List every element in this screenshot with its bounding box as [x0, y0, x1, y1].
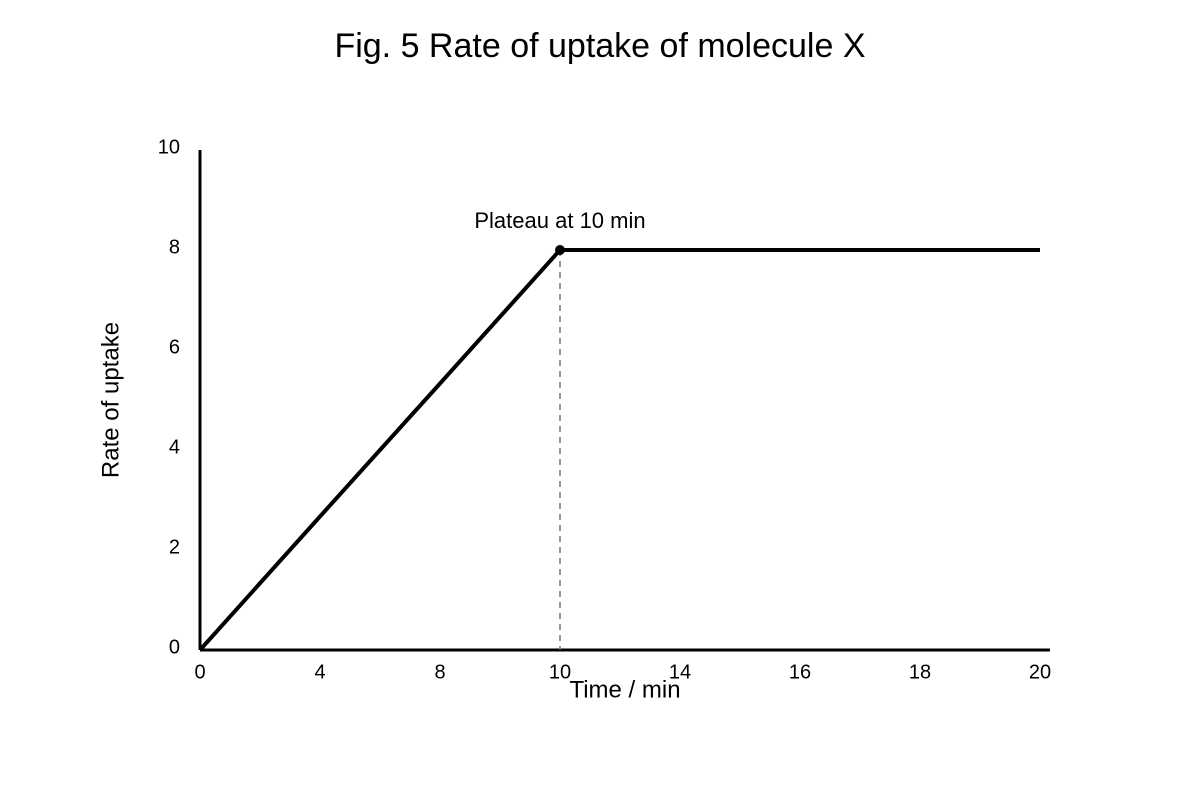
- x-tick-label: 10: [549, 661, 571, 683]
- x-tick-label: 8: [434, 661, 445, 683]
- y-tick-label: 4: [169, 436, 180, 458]
- y-tick-label: 2: [169, 536, 180, 558]
- x-tick-label: 18: [909, 661, 931, 683]
- x-tick-label: 14: [669, 661, 691, 683]
- x-tick-label: 20: [1029, 661, 1051, 683]
- annotation: Plateau at 10 min: [474, 208, 645, 233]
- plateau-point: [555, 245, 565, 255]
- y-tick-label: 6: [169, 336, 180, 358]
- data-line: [198, 248, 1040, 652]
- x-axis-title: Time / min: [569, 676, 680, 703]
- y-tick-label: 8: [169, 236, 180, 258]
- y-tick-label: 0: [169, 636, 180, 658]
- x-tick-label: 16: [789, 661, 811, 683]
- chart-title: Fig. 5 Rate of uptake of molecule X: [334, 27, 865, 65]
- y-tick-label: 10: [158, 136, 180, 158]
- y-axis-title: Rate of uptake: [97, 322, 124, 478]
- x-tick-label: 4: [314, 661, 325, 683]
- x-tick-label: 0: [194, 661, 205, 683]
